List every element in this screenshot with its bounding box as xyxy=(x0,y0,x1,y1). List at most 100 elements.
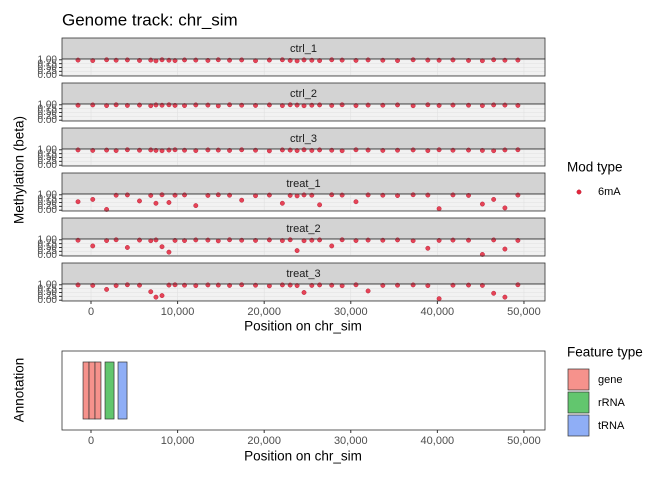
point xyxy=(193,237,199,243)
x-tick-label: 50,000 xyxy=(507,306,541,318)
point xyxy=(124,192,130,198)
point xyxy=(266,57,272,63)
point xyxy=(365,147,371,153)
point xyxy=(491,290,497,296)
point xyxy=(287,282,293,288)
point xyxy=(279,238,285,243)
point xyxy=(436,147,442,153)
point xyxy=(425,192,431,198)
point xyxy=(90,197,96,202)
point xyxy=(104,207,109,212)
y-tick-label: 0.25 xyxy=(38,66,58,77)
y-tick-label: 1.00 xyxy=(38,99,58,110)
y-tick-label: 0.00 xyxy=(38,205,58,216)
legend-key xyxy=(567,368,590,391)
panel-border xyxy=(61,148,546,167)
y-tick-label: 0.00 xyxy=(38,70,58,81)
point xyxy=(425,57,431,63)
point xyxy=(159,192,165,198)
point xyxy=(148,289,154,295)
point xyxy=(239,57,245,63)
point xyxy=(124,57,130,63)
point xyxy=(137,237,142,243)
point xyxy=(90,58,96,63)
point xyxy=(148,57,154,63)
y-tick-label: 0.75 xyxy=(38,283,58,294)
point xyxy=(294,283,300,288)
point xyxy=(279,282,285,288)
point xyxy=(450,57,456,63)
point xyxy=(353,199,359,205)
x-tick-label: 50,000 xyxy=(507,435,541,447)
y-tick-label: 1.00 xyxy=(38,54,58,65)
point xyxy=(182,238,187,243)
point xyxy=(479,252,485,257)
x-tick-label: 0 xyxy=(88,306,94,318)
legend-label: gene xyxy=(598,374,622,386)
panel-border xyxy=(61,193,546,212)
point xyxy=(104,103,109,108)
point xyxy=(253,193,258,199)
legend-label: rRNA xyxy=(598,397,626,409)
point xyxy=(410,282,416,288)
point xyxy=(104,57,109,63)
point xyxy=(425,102,431,108)
point xyxy=(193,283,199,288)
point xyxy=(502,102,508,108)
point xyxy=(137,102,142,108)
point xyxy=(450,102,456,108)
strip-label: ctrl_2 xyxy=(290,88,317,100)
y-tick-label: 0.25 xyxy=(38,246,58,257)
point xyxy=(515,282,521,288)
panel-border xyxy=(61,58,546,77)
point xyxy=(239,282,245,288)
point xyxy=(395,237,400,243)
y-tick-label: 0.50 xyxy=(38,242,58,253)
point xyxy=(301,192,307,198)
y-tick-label: 0.50 xyxy=(38,107,58,118)
point xyxy=(166,200,172,205)
y-tick-label: 0.75 xyxy=(38,58,58,69)
point xyxy=(515,57,521,63)
point xyxy=(166,282,172,288)
point xyxy=(227,237,232,243)
point xyxy=(491,197,497,202)
point xyxy=(287,102,293,108)
point xyxy=(425,245,431,251)
point xyxy=(75,57,81,63)
point xyxy=(239,197,245,203)
point xyxy=(317,147,323,153)
point xyxy=(329,57,335,63)
point xyxy=(172,282,178,288)
point xyxy=(148,103,154,109)
legend-title: Feature type xyxy=(567,345,643,360)
y-tick-label: 0.00 xyxy=(38,250,58,261)
point xyxy=(301,238,307,244)
point xyxy=(479,103,485,108)
point xyxy=(90,102,96,108)
point xyxy=(515,192,521,198)
point xyxy=(317,237,323,243)
point xyxy=(502,294,508,300)
point xyxy=(317,58,323,63)
x-tick-label: 30,000 xyxy=(334,435,368,447)
y-axis-label: Methylation (beta) xyxy=(12,116,27,224)
point xyxy=(215,147,221,153)
point xyxy=(166,102,172,108)
feature xyxy=(94,361,102,420)
point xyxy=(491,237,497,243)
legend-label: tRNA xyxy=(598,420,625,432)
point xyxy=(182,103,187,108)
point xyxy=(205,102,211,108)
point xyxy=(395,58,400,63)
point xyxy=(339,148,345,154)
point xyxy=(301,290,307,295)
point xyxy=(279,103,285,108)
point xyxy=(253,58,258,64)
y-tick-label: 0.25 xyxy=(38,111,58,122)
point xyxy=(279,147,285,153)
y-tick-label: 0.25 xyxy=(38,156,58,167)
panel xyxy=(61,350,546,431)
point xyxy=(287,237,293,243)
